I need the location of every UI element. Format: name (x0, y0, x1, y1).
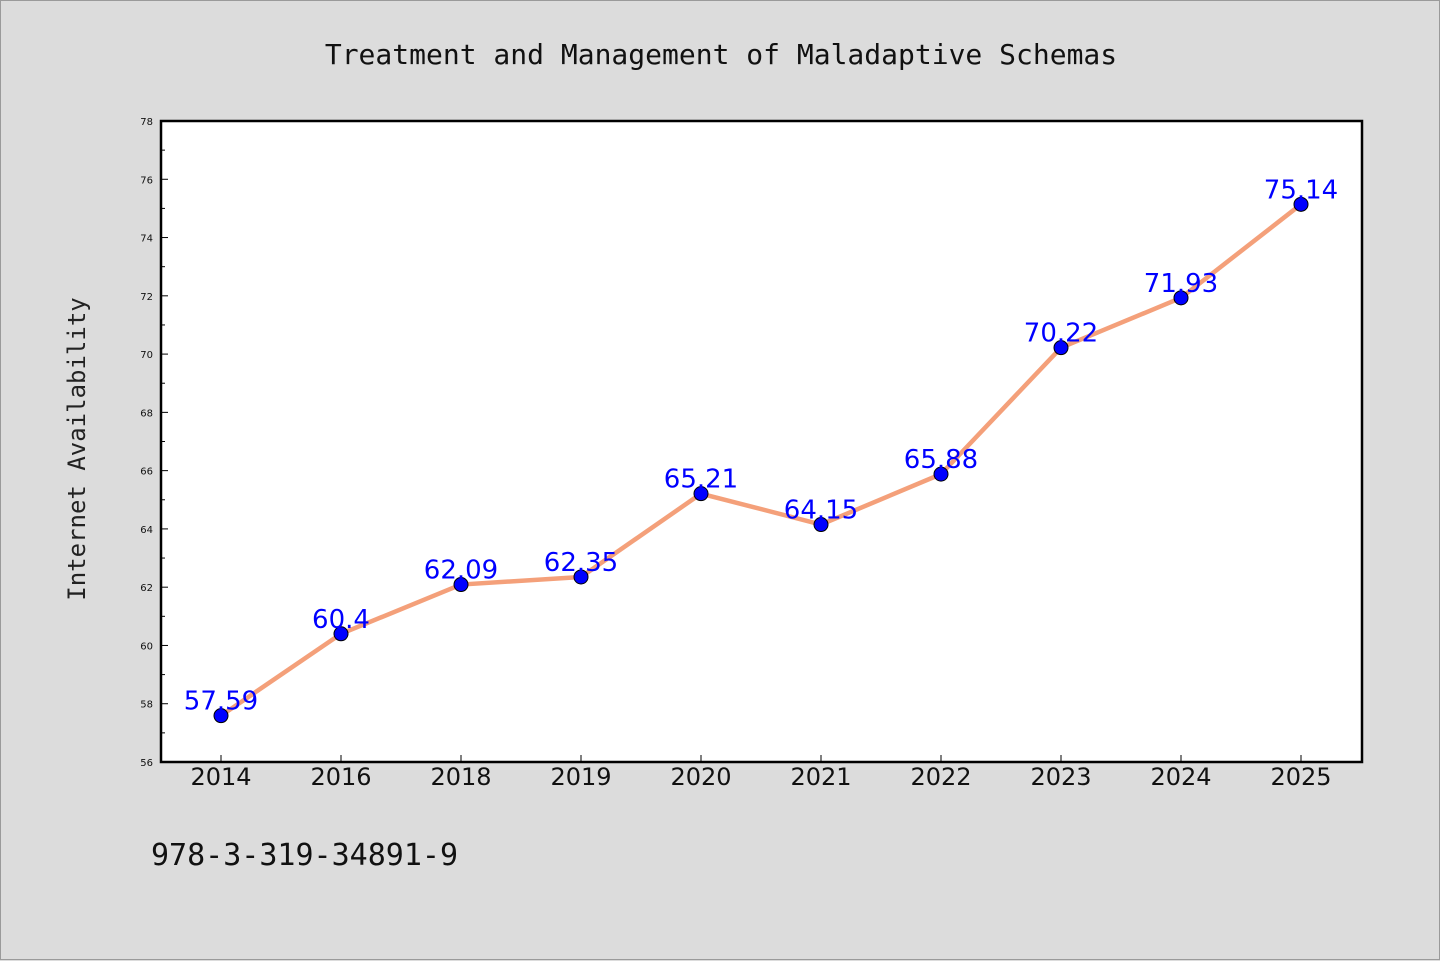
data-label: 70.22 (1024, 319, 1098, 349)
x-tick-label: 2022 (910, 763, 971, 791)
y-tick-label: 56 (140, 758, 153, 769)
data-point (453, 577, 469, 593)
x-tick-label: 2018 (430, 763, 491, 791)
x-tick-label: 2020 (670, 763, 731, 791)
x-tick-label: 2021 (790, 763, 851, 791)
y-tick-label: 60 (140, 641, 153, 652)
data-point (813, 517, 829, 533)
y-axis: 56 58 60 62 64 66 68 70 72 74 76 78 (140, 117, 168, 769)
y-tick-label: 72 (140, 292, 153, 303)
y-tick-label: 70 (140, 350, 153, 361)
series-line (218, 202, 1304, 718)
x-tick-label: 2019 (550, 763, 611, 791)
x-tick-label: 2023 (1030, 763, 1091, 791)
data-label: 62.09 (424, 556, 498, 586)
y-tick-label: 76 (140, 175, 153, 186)
data-label: 71.93 (1144, 269, 1218, 299)
data-point (333, 626, 349, 642)
y-tick-label: 64 (140, 525, 153, 536)
y-tick-label: 78 (140, 117, 153, 128)
chart-title: Treatment and Management of Maladaptive … (325, 38, 1117, 71)
x-tick-label: 2014 (190, 763, 251, 791)
data-label: 65.21 (664, 465, 738, 495)
y-tick-label: 68 (140, 408, 153, 419)
data-label: 60.4 (312, 605, 370, 635)
data-label: 65.88 (904, 445, 978, 475)
footer-isbn: 978-3-319-34891-9 (151, 838, 458, 873)
data-point (573, 569, 589, 585)
data-point (1173, 290, 1189, 306)
marker-group (213, 196, 1309, 724)
y-tick-label: 62 (140, 583, 153, 594)
y-axis-label: Internet Availability (63, 297, 91, 600)
data-point (1053, 340, 1069, 356)
data-label: 62.35 (544, 548, 618, 578)
data-point (213, 708, 229, 724)
data-label: 64.15 (784, 496, 858, 526)
data-point (933, 466, 949, 482)
data-label-group: 57.59 60.4 62.09 62.35 65.21 64.15 65.88 70.22 7… (184, 175, 1338, 716)
data-point (1293, 196, 1309, 212)
series-line-group (218, 202, 1304, 718)
x-tick-label: 2016 (310, 763, 371, 791)
data-label: 57.59 (184, 687, 258, 717)
x-axis: 2014 2016 2018 2019 2020 2021 2022 2023 2024 2025 (190, 755, 1332, 791)
data-label: 75.14 (1264, 175, 1338, 205)
plot-area (159, 119, 1364, 764)
x-tick-label: 2025 (1270, 763, 1331, 791)
x-tick-label: 2024 (1150, 763, 1211, 791)
data-point (693, 486, 709, 502)
y-tick-label: 58 (140, 700, 153, 711)
y-tick-label: 66 (140, 467, 153, 478)
y-tick-label: 74 (140, 234, 153, 245)
